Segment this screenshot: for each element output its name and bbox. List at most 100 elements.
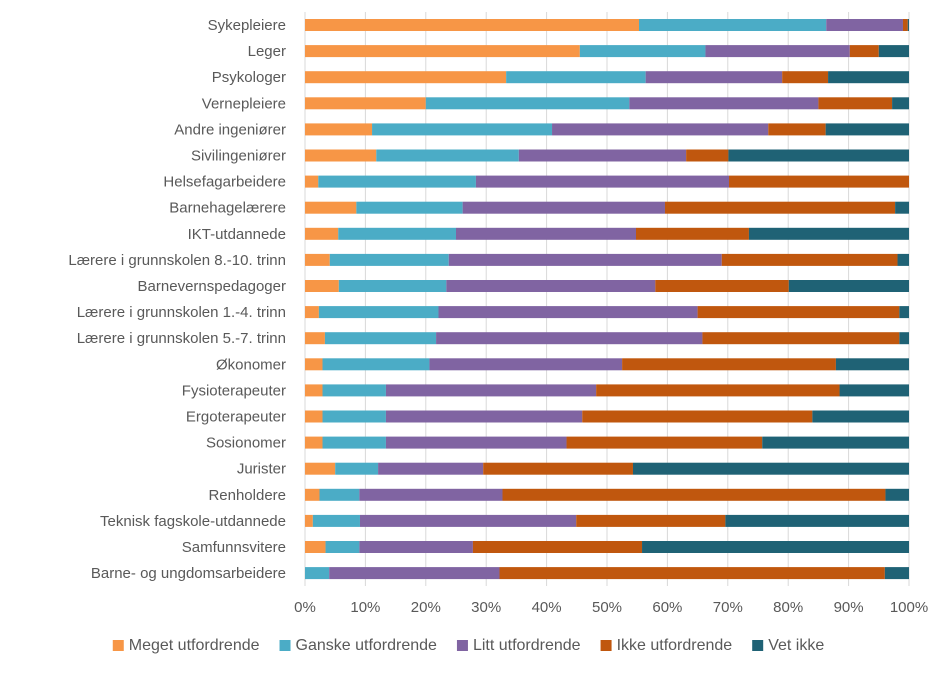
bar-segment — [448, 253, 722, 266]
category-label: Lærere i grunnskolen 5.-7. trinn — [77, 330, 286, 347]
bar-segment — [828, 71, 909, 84]
bar-segment — [305, 332, 325, 345]
bar-segment — [839, 384, 909, 397]
category-label: Teknisk fagskole-utdannede — [100, 513, 286, 530]
x-axis-ticks: 0% 10% 20% 30% 40% 50% 60% 70% 80% 90% 100% — [294, 599, 928, 616]
bar-segment — [305, 358, 323, 371]
bar-segment — [319, 488, 360, 501]
x-tick-label: 10% — [350, 599, 380, 616]
bar-segment — [782, 71, 829, 84]
legend-label: Vet ikke — [768, 637, 824, 654]
bar-segment — [305, 462, 336, 475]
bar-segment — [305, 201, 357, 214]
bar-segment — [305, 306, 319, 319]
bar-segment — [305, 514, 313, 527]
legend-swatch — [279, 640, 291, 651]
bar-segment — [305, 45, 580, 58]
bar-segment — [318, 175, 476, 188]
bar-segment — [376, 149, 519, 162]
bar-segment — [305, 280, 339, 292]
bar-segment — [305, 19, 640, 31]
bar-segment — [642, 541, 909, 553]
legend-label: Ikke utfordrende — [617, 637, 733, 654]
legend-label: Meget utfordrende — [129, 637, 260, 654]
bar-segment — [518, 149, 687, 162]
bar-segment — [385, 410, 583, 423]
bar-segment — [705, 45, 850, 58]
bar-segment — [596, 384, 840, 397]
bar-segment — [356, 201, 463, 214]
bar-segment — [436, 332, 703, 345]
bar-segment — [305, 410, 323, 423]
bar-segment — [768, 123, 826, 136]
legend-swatch — [456, 640, 468, 651]
bar-segment — [878, 45, 909, 58]
x-tick-label: 50% — [592, 599, 622, 616]
legend-swatch — [752, 640, 764, 651]
bar-segment — [788, 280, 909, 292]
bar-segment — [639, 19, 827, 31]
bar-segment — [359, 541, 473, 553]
category-label: Leger — [248, 43, 286, 60]
bar-segment — [655, 280, 789, 292]
x-tick-label: 70% — [713, 599, 743, 616]
bar-segment — [329, 567, 500, 580]
legend-item: Ikke utfordrende — [600, 637, 733, 654]
bar-segment — [338, 227, 456, 240]
bar-segment — [884, 567, 909, 580]
x-tick-label: 0% — [294, 599, 316, 616]
bar-segment — [305, 97, 426, 110]
x-tick-label: 90% — [834, 599, 864, 616]
bar-segment — [502, 488, 886, 501]
bar-segment — [456, 227, 636, 240]
bar-segment — [438, 306, 698, 319]
legend-item: Vet ikke — [752, 637, 824, 654]
bar-segment — [378, 462, 484, 475]
bar-segment — [579, 45, 706, 58]
bar-segment — [664, 201, 896, 214]
bar-segment — [322, 436, 386, 449]
x-tick-label: 80% — [773, 599, 803, 616]
bar-segment — [499, 567, 885, 580]
bar-segment — [305, 541, 326, 553]
bar-segment — [826, 19, 903, 31]
category-label: IKT-utdannede — [188, 226, 286, 243]
bar-segment — [425, 97, 630, 110]
bar-segment — [318, 306, 439, 319]
bar-segment — [748, 227, 909, 240]
bar-segment — [338, 280, 447, 292]
bar-segment — [697, 306, 900, 319]
legend-swatch — [112, 640, 124, 651]
bar-segment — [566, 436, 763, 449]
bar-segment — [885, 488, 909, 501]
bar-segment — [902, 19, 908, 31]
bar-segment — [472, 541, 643, 553]
bar-segment — [475, 175, 730, 188]
bar-segment — [645, 71, 783, 84]
bar-segment — [552, 123, 769, 136]
bar-segment — [686, 149, 729, 162]
bar-segment — [576, 514, 726, 527]
bar-segment — [305, 227, 339, 240]
bar-segment — [632, 462, 909, 475]
bar-segment — [907, 19, 909, 31]
bar-segment — [892, 97, 909, 110]
bar-segment — [329, 253, 449, 266]
x-tick-label: 60% — [652, 599, 682, 616]
bar-segment — [305, 567, 330, 580]
bar-segment — [835, 358, 909, 371]
category-label: Psykologer — [212, 69, 286, 86]
legend-label: Ganske utfordrende — [296, 637, 438, 654]
category-label: Vernepleiere — [202, 95, 286, 112]
category-labels: Sykepleiere Leger Psykologer Vernepleiere An… — [68, 17, 286, 582]
bar-segment — [635, 227, 749, 240]
bar-segment — [825, 123, 909, 136]
bar-segment — [305, 149, 377, 162]
bar-segment — [622, 358, 836, 371]
category-label: Andre ingeniører — [174, 121, 286, 138]
category-label: Barnehagelærere — [169, 200, 286, 217]
legend: Meget utfordrende Ganske utfordrende Litt … — [112, 637, 824, 654]
bar-segment — [899, 332, 909, 345]
bar-segment — [895, 201, 909, 214]
bar-segment — [728, 149, 909, 162]
